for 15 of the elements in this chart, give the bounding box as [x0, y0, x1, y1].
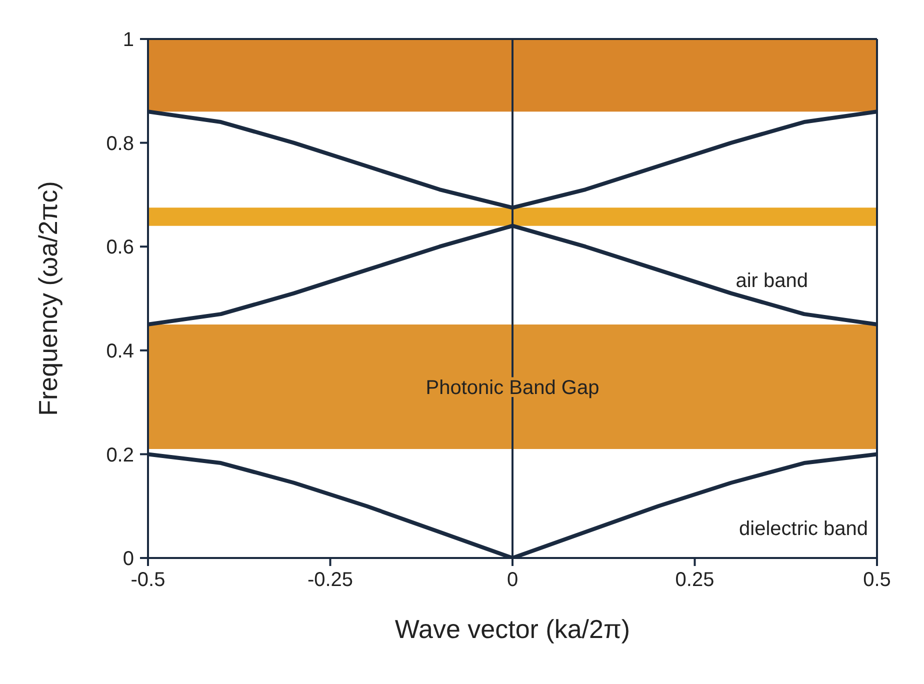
- y-tick-label: 1: [122, 29, 134, 52]
- x-tick-label: 0.5: [863, 569, 891, 592]
- annotation: air band: [734, 270, 808, 293]
- x-tick-label: 0: [506, 569, 518, 592]
- y-tick-label: 0.8: [106, 132, 134, 155]
- x-tick-label: -0.25: [307, 569, 354, 592]
- y-tick-label: 0.6: [106, 236, 134, 259]
- y-axis-title: Frequency (ωa/2πc): [33, 181, 64, 416]
- y-tick-label: 0.4: [106, 340, 134, 362]
- y-tick-label: 0.2: [106, 444, 134, 466]
- y-tick-label: 0: [122, 548, 134, 570]
- x-tick-label: 0.25: [675, 569, 714, 592]
- annotation: dielectric band: [738, 518, 868, 541]
- x-axis-title: Wave vector (ka/2π): [394, 614, 630, 644]
- x-tick-label: -0.5: [130, 569, 166, 592]
